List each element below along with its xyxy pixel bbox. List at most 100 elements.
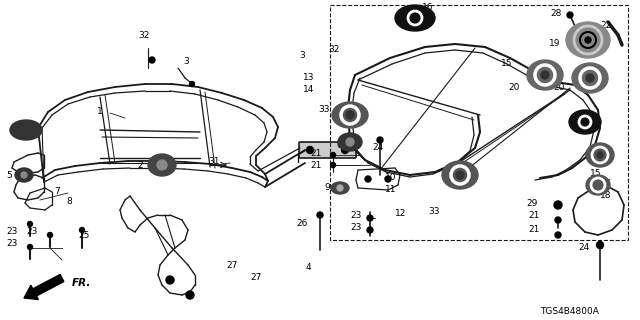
Ellipse shape	[586, 143, 614, 167]
Circle shape	[28, 244, 33, 250]
Text: 4: 4	[306, 263, 312, 273]
Text: 9: 9	[324, 183, 330, 193]
Text: 23: 23	[351, 223, 362, 233]
Text: 8: 8	[67, 197, 72, 206]
Text: 13: 13	[303, 74, 314, 83]
Text: 27: 27	[251, 274, 262, 283]
Circle shape	[541, 71, 549, 79]
Ellipse shape	[148, 154, 176, 176]
Circle shape	[456, 171, 464, 179]
Ellipse shape	[15, 168, 33, 182]
Circle shape	[586, 74, 594, 82]
Text: FR.: FR.	[72, 278, 92, 288]
Text: 21: 21	[529, 225, 540, 234]
Text: 23: 23	[27, 228, 38, 236]
Ellipse shape	[569, 110, 601, 134]
Circle shape	[555, 232, 561, 238]
Ellipse shape	[572, 63, 608, 93]
Text: 31: 31	[208, 157, 220, 166]
Circle shape	[157, 160, 167, 170]
Text: 21: 21	[310, 148, 322, 157]
Text: 17: 17	[600, 179, 611, 188]
Circle shape	[186, 291, 194, 299]
Circle shape	[346, 138, 354, 146]
Circle shape	[346, 111, 354, 119]
Text: 20: 20	[554, 84, 565, 92]
Circle shape	[367, 227, 373, 233]
Text: 19: 19	[548, 38, 560, 47]
Text: 25: 25	[78, 231, 90, 241]
Circle shape	[365, 176, 371, 182]
Circle shape	[189, 82, 195, 86]
FancyArrow shape	[24, 275, 64, 300]
Bar	[330, 5, 628, 240]
Text: 3: 3	[183, 58, 189, 67]
Circle shape	[597, 152, 603, 158]
Circle shape	[385, 176, 391, 182]
Circle shape	[330, 163, 335, 167]
Text: 21: 21	[529, 212, 540, 220]
Text: 32: 32	[328, 45, 339, 54]
Text: 23: 23	[6, 228, 18, 236]
Circle shape	[47, 233, 52, 237]
Circle shape	[307, 147, 314, 154]
Text: 6: 6	[10, 124, 16, 132]
Text: 33: 33	[319, 106, 330, 115]
Circle shape	[330, 153, 335, 157]
Circle shape	[377, 137, 383, 143]
Circle shape	[317, 212, 323, 218]
Text: 16: 16	[422, 4, 433, 12]
Circle shape	[149, 57, 155, 63]
Text: 29: 29	[527, 199, 538, 209]
Text: 24: 24	[579, 244, 590, 252]
Text: 11: 11	[385, 186, 397, 195]
Circle shape	[28, 221, 33, 227]
Text: 5: 5	[6, 172, 12, 180]
Text: 14: 14	[303, 85, 314, 94]
Circle shape	[555, 217, 561, 223]
Text: 1: 1	[97, 108, 103, 116]
Circle shape	[567, 12, 573, 18]
Text: 33: 33	[429, 207, 440, 217]
Text: 23: 23	[351, 211, 362, 220]
Text: 26: 26	[296, 220, 308, 228]
Circle shape	[596, 242, 604, 249]
Ellipse shape	[332, 102, 368, 128]
Ellipse shape	[395, 5, 435, 31]
Text: TGS4B4800A: TGS4B4800A	[541, 308, 600, 316]
Ellipse shape	[338, 133, 362, 151]
Text: 24: 24	[372, 143, 383, 153]
Circle shape	[367, 215, 373, 221]
Text: 20: 20	[509, 84, 520, 92]
Ellipse shape	[566, 22, 610, 58]
Ellipse shape	[331, 182, 349, 194]
Text: 15: 15	[500, 59, 512, 68]
Text: 7: 7	[54, 188, 60, 196]
Circle shape	[21, 172, 27, 178]
Text: 6: 6	[336, 140, 342, 149]
Text: 23: 23	[6, 239, 18, 249]
Text: 18: 18	[600, 191, 611, 201]
Text: 28: 28	[550, 9, 562, 18]
Circle shape	[342, 147, 349, 154]
Text: 21: 21	[310, 161, 322, 170]
Ellipse shape	[10, 120, 42, 140]
Ellipse shape	[442, 161, 478, 189]
Text: 2: 2	[138, 161, 143, 170]
Text: 27: 27	[227, 260, 238, 269]
Text: 10: 10	[385, 172, 397, 181]
Text: 12: 12	[395, 209, 406, 218]
Text: 22: 22	[600, 21, 611, 30]
Circle shape	[585, 37, 591, 43]
Text: 3: 3	[300, 51, 305, 60]
Circle shape	[554, 201, 562, 209]
Text: 16: 16	[580, 116, 591, 124]
Text: 15: 15	[590, 170, 602, 179]
Circle shape	[79, 228, 84, 233]
Circle shape	[337, 185, 343, 191]
Text: 32: 32	[138, 31, 150, 41]
FancyBboxPatch shape	[299, 142, 356, 158]
Ellipse shape	[586, 175, 610, 195]
Circle shape	[166, 276, 174, 284]
Ellipse shape	[527, 60, 563, 90]
